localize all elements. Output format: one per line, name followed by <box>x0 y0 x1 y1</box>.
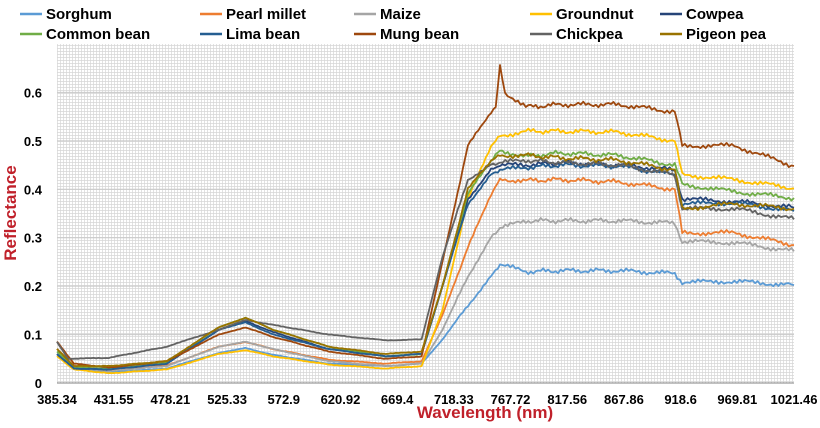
x-tick-label: 525.33 <box>207 392 247 407</box>
legend-item-label: Common bean <box>46 26 150 43</box>
legend-item-label: Sorghum <box>46 6 112 23</box>
legend-item-label: Mung bean <box>380 26 459 43</box>
legend-item-label: Maize <box>380 6 421 23</box>
x-tick-label: 572.9 <box>267 392 300 407</box>
series-line <box>56 263 795 374</box>
legend: Sorghum Pearl millet Maize Groundnut Cowpea C… <box>20 6 767 43</box>
y-tick-label: 0.1 <box>24 328 42 343</box>
series-line <box>56 152 795 368</box>
series-lines <box>56 64 795 374</box>
x-tick-label: 969.81 <box>717 392 757 407</box>
x-tick-label: 669.4 <box>381 392 414 407</box>
y-axis-title: Reflectance <box>1 165 20 260</box>
y-tick-label: 0 <box>35 376 42 391</box>
legend-item-label: Lima bean <box>226 26 300 43</box>
legend-item-label: Pearl millet <box>226 6 306 23</box>
x-tick-label: 767.72 <box>491 392 531 407</box>
x-tick-labels: 385.34 431.55 478.21 525.33 572.9 620.92 669.4… <box>37 392 817 407</box>
legend-item-label: Chickpea <box>556 26 623 43</box>
x-tick-label: 867.86 <box>604 392 644 407</box>
x-tick-label: 817.56 <box>547 392 587 407</box>
x-tick-label: 431.55 <box>94 392 134 407</box>
x-tick-label: 1021.46 <box>771 392 818 407</box>
x-axis-title: Wavelength (nm) <box>417 403 553 422</box>
series-line <box>56 157 795 360</box>
x-tick-label: 918.6 <box>664 392 697 407</box>
series-line <box>56 127 795 374</box>
x-tick-label: 718.33 <box>434 392 474 407</box>
legend-item-label: Pigeon pea <box>686 26 767 43</box>
y-tick-label: 0.4 <box>24 182 43 197</box>
y-tick-label: 0.5 <box>24 134 42 149</box>
y-tick-label: 0.6 <box>24 85 42 100</box>
legend-item-label: Cowpea <box>686 6 744 23</box>
y-tick-label: 0.2 <box>24 279 42 294</box>
y-tick-label: 0.3 <box>24 231 42 246</box>
plot-area <box>57 44 794 383</box>
legend-item-label: Groundnut <box>556 6 633 23</box>
horizontal-gridlines <box>57 91 794 336</box>
x-tick-label: 385.34 <box>37 392 78 407</box>
y-tick-labels: 0 0.1 0.2 0.3 0.4 0.5 0.6 <box>24 85 43 391</box>
x-tick-label: 620.92 <box>321 392 361 407</box>
x-tick-label: 478.21 <box>151 392 191 407</box>
